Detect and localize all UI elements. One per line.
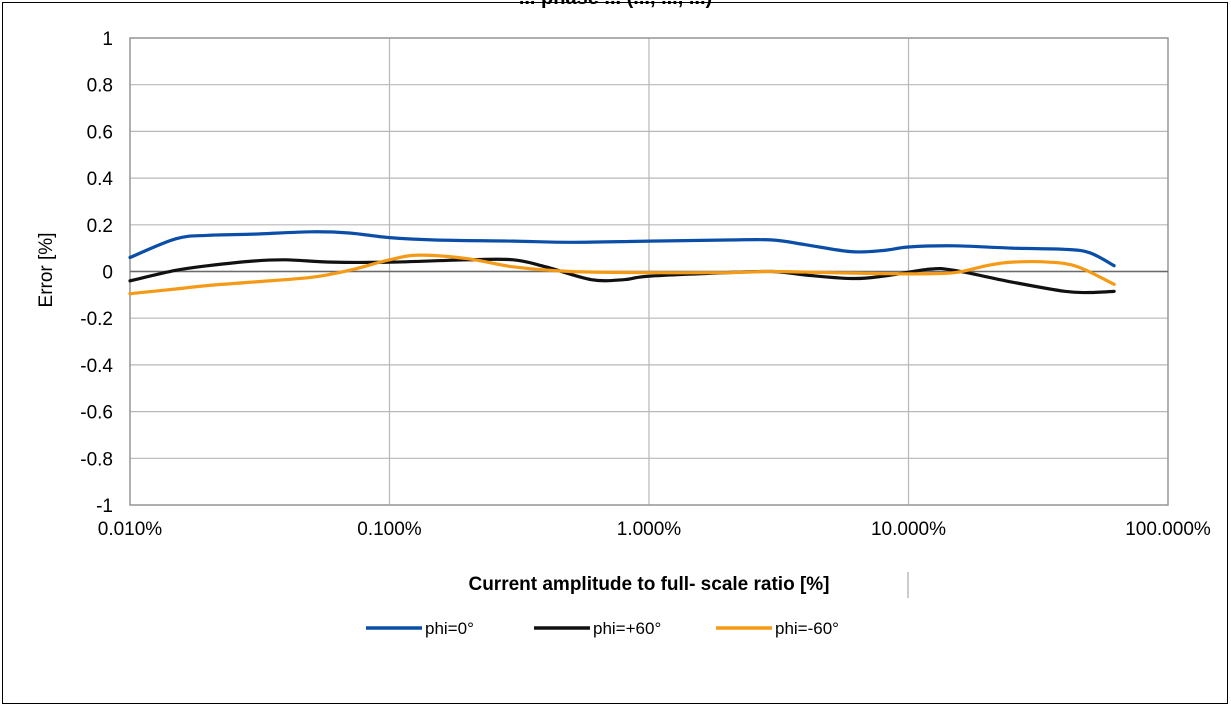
y-tick-labels: 1 0.8 0.6 0.4 0.2 0 -0.2 -0.4 -0.6 -0.8 -1: [80, 29, 113, 517]
y-tick-label-7: -0.4: [80, 356, 113, 377]
series-lines: [128, 230, 1116, 296]
y-tick-label-9: -0.8: [80, 449, 113, 470]
y-axis-label: Error [%]: [36, 233, 57, 308]
y-tick-label-5: 0: [102, 263, 113, 284]
x-axis-label: Current amplitude to full- scale ratio […: [468, 574, 829, 595]
y-tick-label-0: 1: [102, 29, 113, 50]
y-tick-label-1: 0.8: [87, 76, 113, 97]
x-tick-label-2: 1.000%: [617, 519, 682, 540]
x-tick-label-3: 10.000%: [871, 519, 946, 540]
chart-title: ... phase ... (..., ..., ...): [0, 0, 1231, 8]
x-tick-label-1: 0.100%: [357, 519, 422, 540]
y-tick-label-6: -0.2: [80, 309, 113, 330]
series-line-1: [128, 257, 1116, 295]
x-tick-label-0: 0.010%: [98, 519, 163, 540]
legend-label-2: phi=-60°: [775, 619, 839, 638]
x-tick-labels: 0.010% 0.100% 1.000% 10.000% 100.000%: [98, 519, 1211, 540]
legend-label-1: phi=+60°: [593, 619, 661, 638]
y-tick-label-2: 0.6: [87, 122, 113, 143]
y-tick-label-10: -1: [96, 496, 113, 517]
legend-label-0: phi=0°: [425, 619, 474, 638]
series-line-2: [128, 253, 1116, 296]
y-tick-label-4: 0.2: [87, 216, 113, 237]
x-tick-label-4: 100.000%: [1125, 519, 1211, 540]
chart-title-clip: ... phase ... (..., ..., ...): [0, 0, 1231, 8]
series-line-0: [128, 230, 1116, 268]
y-tick-label-8: -0.6: [80, 403, 113, 424]
y-tick-label-3: 0.4: [87, 169, 114, 190]
legend: phi=0° phi=+60° phi=-60°: [366, 619, 839, 638]
